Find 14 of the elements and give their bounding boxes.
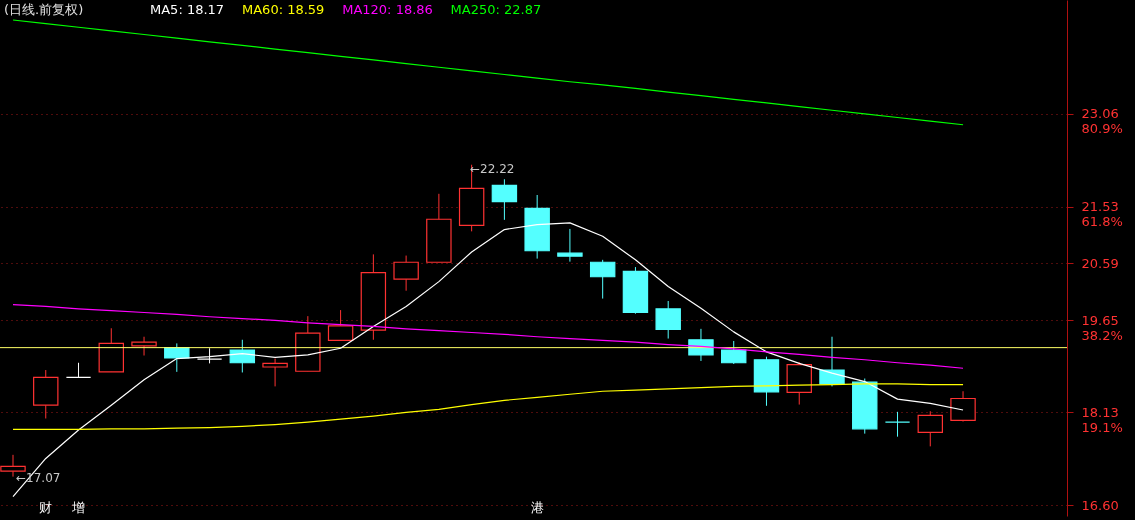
y-tick-label: 18.13 19.1% bbox=[1081, 404, 1123, 435]
y-tick-label: 23.06 80.9% bbox=[1081, 106, 1123, 137]
y-tick-label: 19.65 38.2% bbox=[1081, 312, 1123, 343]
annotation: 增 bbox=[71, 500, 86, 515]
text: MA120: 18.86 bbox=[342, 2, 433, 17]
text: MA5: 18.17 bbox=[150, 2, 225, 17]
annotation: 港 bbox=[530, 500, 544, 515]
annotation: 财 bbox=[39, 500, 53, 515]
y-tick-label: 21.53 61.8% bbox=[1081, 199, 1123, 230]
chart-title: (日线.前复权) bbox=[4, 2, 84, 17]
y-tick-label: 16.60 bbox=[1081, 497, 1119, 513]
text: MA60: 18.59 bbox=[242, 2, 325, 17]
y-tick-label: 20.59 bbox=[1081, 255, 1119, 271]
text: MA250: 22.87 bbox=[450, 2, 542, 17]
